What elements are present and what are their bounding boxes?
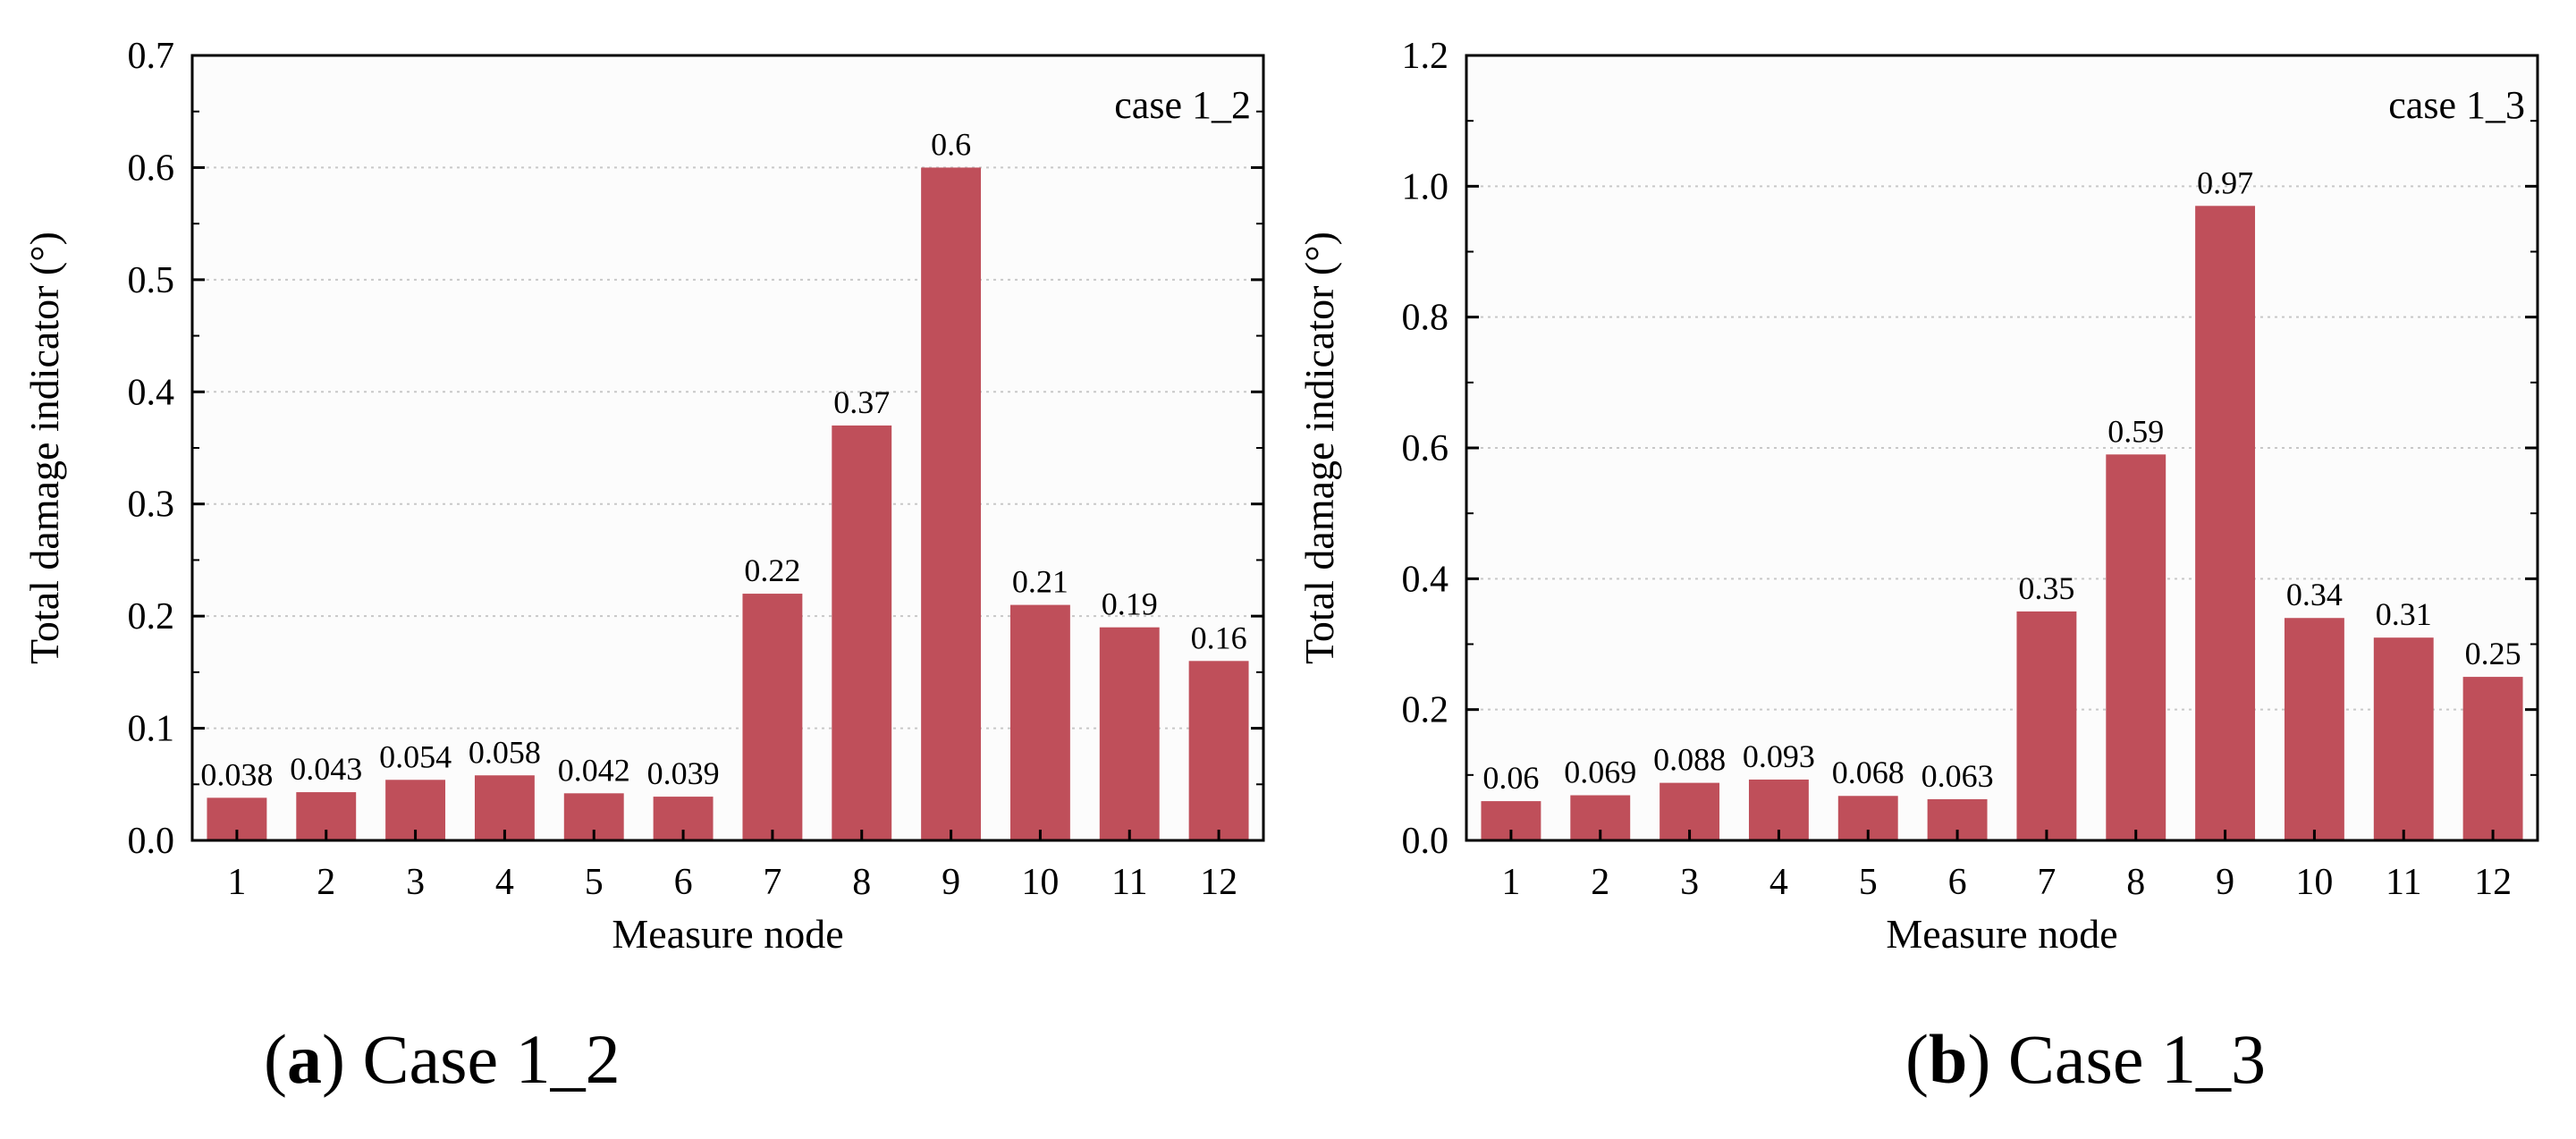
bar — [2373, 637, 2434, 840]
bar-value-label: 0.25 — [2465, 636, 2521, 671]
bar-value-label: 0.59 — [2107, 413, 2164, 449]
chart-panel-b: 0.06 0.069 0.088 0.093 0.068 0.063 0.35 0.59 0.9… — [1288, 0, 2576, 1139]
x-tick-label: 3 — [406, 862, 425, 903]
bar-value-label: 0.069 — [1564, 755, 1636, 790]
bar-value-label: 0.22 — [744, 553, 800, 588]
x-axis-title: Measure node — [1886, 911, 2117, 957]
y-tick-label: 0.4 — [1402, 559, 1449, 600]
bar-value-label: 0.35 — [2018, 570, 2074, 606]
x-tick-label: 10 — [1021, 862, 1059, 903]
bar-value-label: 0.34 — [2286, 577, 2343, 612]
y-tick-label: 0.4 — [128, 372, 175, 413]
bar-value-label: 0.043 — [290, 751, 362, 787]
y-tick-label: 0.0 — [1402, 821, 1449, 862]
bar-value-label: 0.063 — [1921, 758, 1994, 794]
y-tick-label: 1.2 — [1402, 36, 1449, 77]
y-tick-label: 0.6 — [128, 148, 175, 189]
bar — [2106, 454, 2166, 840]
caption-b: (b) Case 1_3 — [1905, 1020, 2266, 1098]
x-axis-title: Measure node — [612, 911, 843, 957]
plot-area — [192, 55, 1263, 840]
y-tick-label: 1.0 — [1402, 166, 1449, 207]
x-tick-label: 7 — [763, 862, 781, 903]
x-tick-label: 1 — [227, 862, 246, 903]
bar-value-label: 0.039 — [647, 755, 720, 791]
bar — [832, 425, 892, 840]
x-tick-label: 6 — [1948, 862, 1967, 903]
bar — [1009, 604, 1070, 840]
bar-value-label: 0.038 — [200, 756, 273, 792]
bar-value-label: 0.21 — [1012, 564, 1068, 600]
bar — [1099, 627, 1160, 840]
bar-value-label: 0.37 — [833, 384, 890, 420]
y-tick-label: 0.7 — [128, 36, 175, 77]
y-tick-label: 0.6 — [1402, 428, 1449, 469]
bar-value-label: 0.093 — [1743, 738, 1815, 774]
x-tick-label: 4 — [495, 862, 514, 903]
x-tick-label: 6 — [674, 862, 693, 903]
y-tick-label: 0.8 — [1402, 298, 1449, 339]
y-tick-label: 0.2 — [1402, 690, 1449, 731]
x-tick-label: 12 — [1200, 862, 1237, 903]
x-tick-label: 2 — [317, 862, 335, 903]
caption-text: Case 1_3 — [1990, 1020, 2266, 1098]
x-tick-label: 11 — [2386, 862, 2421, 903]
bar-value-label: 0.054 — [379, 738, 452, 774]
y-axis-title: Total damage indicator (°) — [21, 232, 67, 664]
bar-value-label: 0.088 — [1653, 742, 1726, 778]
x-tick-label: 10 — [2295, 862, 2333, 903]
plot-area — [1466, 55, 2538, 840]
x-tick-label: 2 — [1591, 862, 1609, 903]
x-tick-label: 8 — [2126, 862, 2145, 903]
bar-value-label: 0.31 — [2376, 596, 2432, 632]
bar-value-label: 0.068 — [1832, 755, 1905, 790]
bar-value-label: 0.6 — [931, 126, 971, 162]
x-tick-label: 12 — [2474, 862, 2512, 903]
caption-letter: a — [286, 1020, 322, 1098]
case-annotation: case 1_2 — [1114, 83, 1251, 127]
y-axis-title: Total damage indicator (°) — [1296, 232, 1342, 664]
case-annotation: case 1_3 — [2388, 83, 2525, 127]
bar-value-label: 0.06 — [1482, 760, 1539, 796]
bar-value-label: 0.19 — [1102, 586, 1158, 622]
x-tick-label: 7 — [2037, 862, 2056, 903]
bar — [921, 167, 982, 840]
y-tick-label: 0.1 — [128, 709, 175, 750]
x-tick-label: 4 — [1769, 862, 1788, 903]
x-tick-label: 11 — [1111, 862, 1147, 903]
bar-value-label: 0.058 — [469, 734, 541, 770]
y-tick-label: 0.2 — [128, 596, 175, 637]
x-tick-label: 5 — [1859, 862, 1878, 903]
bar-value-label: 0.042 — [558, 752, 630, 788]
bar — [474, 775, 535, 840]
bar — [2462, 677, 2523, 840]
y-tick-label: 0.5 — [128, 260, 175, 301]
y-tick-label: 0.0 — [128, 821, 175, 862]
x-tick-label: 9 — [942, 862, 960, 903]
bar — [2195, 206, 2256, 841]
bar-chart-case-1-3: 0.06 0.069 0.088 0.093 0.068 0.0630.350.590.9… — [1296, 36, 2539, 957]
caption-a: (a) Case 1_2 — [264, 1020, 621, 1098]
bar — [2016, 611, 2077, 840]
x-tick-label: 8 — [852, 862, 871, 903]
caption-letter: b — [1928, 1020, 1968, 1098]
chart-panel-a: 0.038 0.043 0.054 0.058 0.042 0.039 0.22 0.37 0.… — [21, 36, 1265, 1098]
bar — [742, 594, 803, 840]
x-tick-label: 1 — [1501, 862, 1520, 903]
caption-text: Case 1_2 — [344, 1020, 621, 1098]
bar-value-label: 0.16 — [1191, 620, 1247, 655]
x-tick-label: 3 — [1680, 862, 1699, 903]
bar — [2284, 618, 2344, 840]
bar-value-label: 0.97 — [2197, 165, 2253, 200]
x-tick-label: 5 — [585, 862, 604, 903]
x-tick-label: 9 — [2216, 862, 2234, 903]
y-tick-label: 0.3 — [128, 485, 175, 526]
bar — [1188, 661, 1249, 840]
